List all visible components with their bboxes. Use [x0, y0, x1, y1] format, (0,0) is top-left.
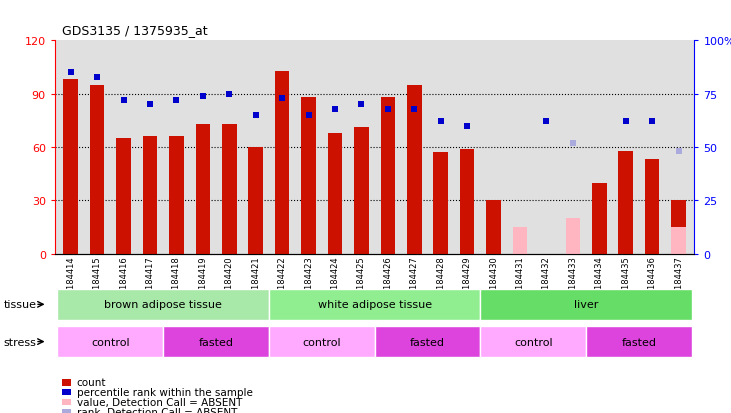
Bar: [169, 137, 183, 254]
Text: control: control: [303, 337, 341, 347]
Bar: [486, 201, 501, 254]
Text: liver: liver: [574, 299, 598, 310]
Bar: [645, 160, 659, 254]
Text: fasted: fasted: [621, 337, 656, 347]
Bar: [275, 71, 289, 254]
Bar: [222, 125, 237, 254]
Bar: [116, 139, 131, 254]
Text: brown adipose tissue: brown adipose tissue: [105, 299, 222, 310]
Bar: [327, 133, 342, 254]
Text: rank, Detection Call = ABSENT: rank, Detection Call = ABSENT: [77, 407, 237, 413]
Text: percentile rank within the sample: percentile rank within the sample: [77, 387, 253, 397]
Bar: [407, 85, 422, 254]
Text: control: control: [91, 337, 129, 347]
Bar: [566, 218, 580, 254]
Text: fasted: fasted: [199, 337, 233, 347]
Text: tissue: tissue: [4, 299, 37, 310]
Bar: [249, 147, 263, 254]
Bar: [196, 125, 210, 254]
Bar: [512, 228, 527, 254]
Bar: [64, 80, 78, 254]
Bar: [90, 85, 105, 254]
Bar: [618, 151, 633, 254]
Bar: [671, 228, 686, 254]
Bar: [143, 137, 157, 254]
Bar: [301, 98, 316, 254]
Text: value, Detection Call = ABSENT: value, Detection Call = ABSENT: [77, 397, 242, 407]
Bar: [671, 201, 686, 254]
Text: count: count: [77, 377, 106, 387]
Text: fasted: fasted: [410, 337, 445, 347]
Bar: [592, 183, 607, 254]
Text: stress: stress: [4, 337, 37, 347]
Text: control: control: [514, 337, 553, 347]
Bar: [354, 128, 368, 254]
Text: GDS3135 / 1375935_at: GDS3135 / 1375935_at: [62, 24, 208, 37]
Bar: [460, 150, 474, 254]
Bar: [433, 153, 448, 254]
Text: white adipose tissue: white adipose tissue: [317, 299, 432, 310]
Bar: [381, 98, 395, 254]
